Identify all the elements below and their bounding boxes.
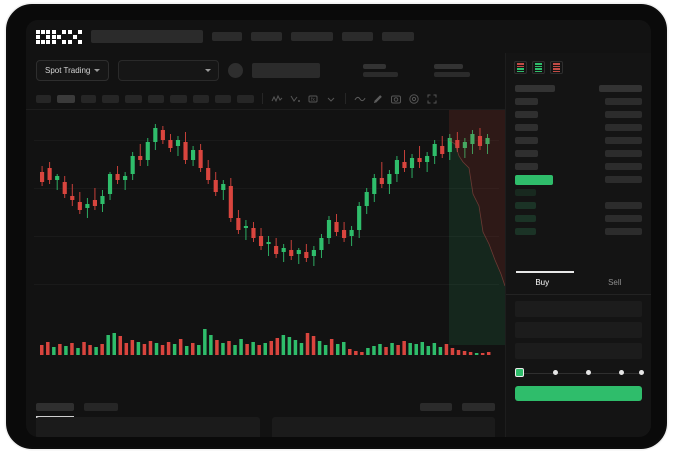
- drawing-icon[interactable]: fx: [307, 93, 319, 105]
- timeframe-5[interactable]: [125, 94, 142, 103]
- open-orders-panel[interactable]: [36, 417, 260, 437]
- logo-glyph-o: [36, 29, 50, 44]
- toolbar-divider: [262, 93, 263, 104]
- orderbook-trade-column: Buy Sell: [505, 53, 651, 437]
- magnet-icon[interactable]: [372, 93, 384, 105]
- active-tab-underline: [36, 416, 74, 418]
- okx-logo[interactable]: [36, 29, 82, 44]
- nav-item-2[interactable]: [251, 32, 282, 41]
- bottom-action-2[interactable]: [462, 403, 495, 411]
- top-header: [26, 20, 651, 53]
- table-row[interactable]: [506, 95, 651, 108]
- indicators-icon[interactable]: [271, 93, 283, 105]
- chart-toolbar: fx: [26, 88, 651, 110]
- slider-step-25[interactable]: [553, 369, 558, 375]
- price-field[interactable]: [515, 301, 642, 317]
- app-screen: Spot Trading: [26, 20, 651, 437]
- timeframe-2[interactable]: [57, 94, 75, 103]
- nav-item-1[interactable]: [212, 32, 242, 41]
- price-chart[interactable]: [26, 110, 505, 395]
- logo-glyph-k: [52, 29, 66, 44]
- candlestick-series: [40, 124, 490, 266]
- coin-avatar-icon: [228, 63, 244, 78]
- slider-step-100[interactable]: [639, 369, 644, 375]
- timeframe-9[interactable]: [215, 94, 231, 103]
- stat-high: [434, 64, 471, 77]
- total-field[interactable]: [515, 343, 642, 359]
- table-row[interactable]: [506, 160, 651, 173]
- logo-glyph-x: [68, 29, 82, 44]
- trade-side-tabs: Buy Sell: [506, 271, 652, 295]
- order-form: [506, 295, 651, 359]
- table-row[interactable]: [506, 212, 651, 225]
- last-price-row: [506, 173, 651, 186]
- bottom-panels: [36, 417, 495, 437]
- active-side-underline: [516, 271, 574, 273]
- amount-field[interactable]: [515, 322, 642, 338]
- chevron-down-icon[interactable]: [325, 93, 337, 105]
- last-price-display: [252, 63, 321, 78]
- slider-step-50[interactable]: [586, 369, 591, 375]
- orderbook-mode-switcher: [506, 53, 651, 80]
- market-type-dropdown[interactable]: Spot Trading: [36, 60, 110, 81]
- timeframe-8[interactable]: [193, 94, 209, 103]
- nav-item-3[interactable]: [291, 32, 333, 41]
- orderbook-header-row: [506, 82, 651, 95]
- table-row[interactable]: [506, 147, 651, 160]
- stat-change: [363, 64, 399, 77]
- bottom-tab-1[interactable]: [36, 403, 74, 411]
- slider-step-75[interactable]: [619, 369, 624, 375]
- toolbar-divider: [345, 93, 346, 104]
- tablet-device-frame: Spot Trading: [6, 4, 667, 449]
- chevron-down-icon: [205, 69, 212, 72]
- chevron-down-icon: [94, 69, 101, 72]
- chart-gridline: [34, 140, 499, 141]
- table-row[interactable]: [506, 121, 651, 134]
- chart-gridline: [34, 236, 499, 237]
- slider-handle[interactable]: [515, 368, 524, 377]
- search-input[interactable]: [91, 30, 203, 43]
- nav-item-4[interactable]: [342, 32, 373, 41]
- table-row[interactable]: [506, 108, 651, 121]
- slider-track: [519, 372, 640, 374]
- chart-gridline: [34, 284, 499, 285]
- nav-item-5[interactable]: [382, 32, 414, 41]
- submit-buy-button[interactable]: [515, 386, 642, 401]
- table-row[interactable]: [506, 225, 651, 238]
- settings-icon[interactable]: [408, 93, 420, 105]
- order-history-panel[interactable]: [271, 417, 495, 437]
- orderbook-both-icon[interactable]: [514, 61, 527, 74]
- timeframe-4[interactable]: [102, 94, 119, 103]
- volume-series: [40, 329, 491, 355]
- orderbook-bids-icon[interactable]: [532, 61, 545, 74]
- market-type-label: Spot Trading: [45, 66, 91, 75]
- timeframe-10[interactable]: [237, 94, 254, 103]
- timeframe-1[interactable]: [36, 94, 51, 103]
- tab-sell[interactable]: Sell: [579, 272, 652, 294]
- camera-icon[interactable]: [390, 93, 402, 105]
- bottom-panel-tabs: [26, 395, 505, 437]
- table-row[interactable]: [506, 186, 651, 199]
- depth-overlay: [449, 110, 505, 345]
- line-chart-icon[interactable]: [354, 93, 366, 105]
- bottom-tab-2[interactable]: [84, 403, 118, 411]
- timeframe-6[interactable]: [148, 94, 164, 103]
- table-row[interactable]: [506, 134, 651, 147]
- tab-buy-label: Buy: [535, 278, 550, 287]
- timeframe-3[interactable]: [81, 94, 96, 103]
- timeframe-7[interactable]: [170, 94, 187, 103]
- orderbook-rows[interactable]: [506, 80, 651, 270]
- chart-gridline: [34, 188, 499, 189]
- orderbook-asks-icon[interactable]: [550, 61, 563, 74]
- tab-sell-label: Sell: [608, 278, 622, 287]
- amount-slider[interactable]: [515, 368, 644, 378]
- bottom-action-1[interactable]: [420, 403, 452, 411]
- svg-text:fx: fx: [311, 97, 315, 103]
- compare-icon[interactable]: [289, 93, 301, 105]
- fullscreen-icon[interactable]: [426, 93, 438, 105]
- table-row[interactable]: [506, 199, 651, 212]
- pair-select[interactable]: [118, 60, 220, 81]
- tab-buy[interactable]: Buy: [506, 272, 579, 294]
